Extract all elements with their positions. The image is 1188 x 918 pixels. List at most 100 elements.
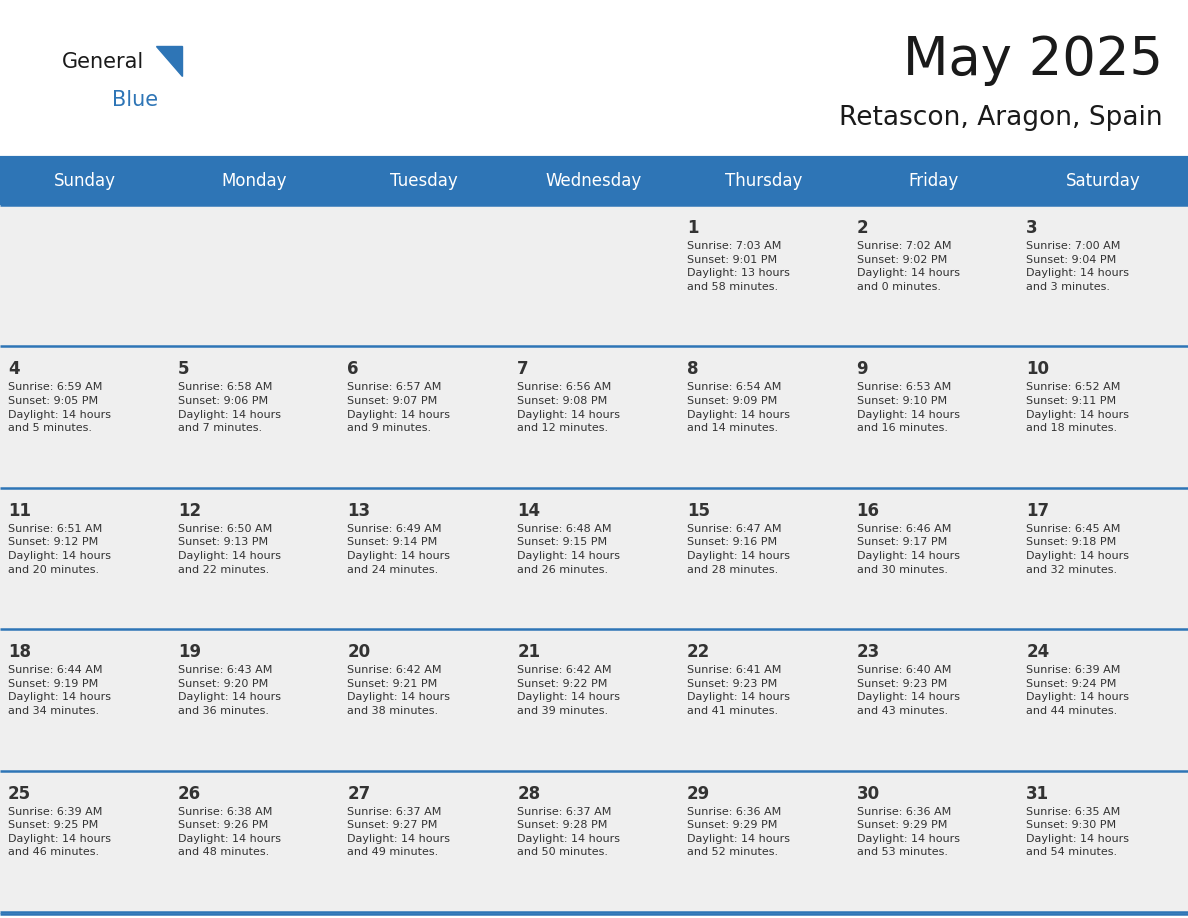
Text: Sunrise: 6:37 AM
Sunset: 9:27 PM
Daylight: 14 hours
and 49 minutes.: Sunrise: 6:37 AM Sunset: 9:27 PM Dayligh… — [347, 807, 450, 857]
Text: 23: 23 — [857, 644, 880, 661]
Text: 24: 24 — [1026, 644, 1049, 661]
Bar — [510, 158, 678, 205]
Text: Sunrise: 6:39 AM
Sunset: 9:25 PM
Daylight: 14 hours
and 46 minutes.: Sunrise: 6:39 AM Sunset: 9:25 PM Dayligh… — [8, 807, 110, 857]
Text: 20: 20 — [347, 644, 371, 661]
Bar — [170, 487, 340, 629]
Text: Sunrise: 6:56 AM
Sunset: 9:08 PM
Daylight: 14 hours
and 12 minutes.: Sunrise: 6:56 AM Sunset: 9:08 PM Dayligh… — [517, 383, 620, 433]
Text: Sunrise: 6:39 AM
Sunset: 9:24 PM
Daylight: 14 hours
and 44 minutes.: Sunrise: 6:39 AM Sunset: 9:24 PM Dayligh… — [1026, 666, 1130, 716]
Text: Sunrise: 6:42 AM
Sunset: 9:22 PM
Daylight: 14 hours
and 39 minutes.: Sunrise: 6:42 AM Sunset: 9:22 PM Dayligh… — [517, 666, 620, 716]
Text: May 2025: May 2025 — [903, 34, 1163, 86]
Text: Sunrise: 6:44 AM
Sunset: 9:19 PM
Daylight: 14 hours
and 34 minutes.: Sunrise: 6:44 AM Sunset: 9:19 PM Dayligh… — [8, 666, 110, 716]
Text: Wednesday: Wednesday — [545, 173, 643, 191]
Text: 13: 13 — [347, 502, 371, 520]
Text: Saturday: Saturday — [1066, 173, 1140, 191]
Bar — [510, 487, 678, 629]
Text: Sunrise: 6:47 AM
Sunset: 9:16 PM
Daylight: 14 hours
and 28 minutes.: Sunrise: 6:47 AM Sunset: 9:16 PM Dayligh… — [687, 524, 790, 575]
Text: Monday: Monday — [222, 173, 287, 191]
Bar — [0, 770, 170, 912]
Text: 19: 19 — [178, 644, 201, 661]
Text: 15: 15 — [687, 502, 710, 520]
Text: Sunrise: 6:49 AM
Sunset: 9:14 PM
Daylight: 14 hours
and 24 minutes.: Sunrise: 6:49 AM Sunset: 9:14 PM Dayligh… — [347, 524, 450, 575]
Bar — [340, 629, 510, 770]
Bar — [0, 346, 170, 487]
Bar — [848, 629, 1018, 770]
Text: Sunrise: 6:37 AM
Sunset: 9:28 PM
Daylight: 14 hours
and 50 minutes.: Sunrise: 6:37 AM Sunset: 9:28 PM Dayligh… — [517, 807, 620, 857]
Text: Sunrise: 6:50 AM
Sunset: 9:13 PM
Daylight: 14 hours
and 22 minutes.: Sunrise: 6:50 AM Sunset: 9:13 PM Dayligh… — [178, 524, 280, 575]
Text: 26: 26 — [178, 785, 201, 802]
Text: 27: 27 — [347, 785, 371, 802]
Bar — [340, 205, 510, 346]
Bar — [0, 158, 170, 205]
Text: Tuesday: Tuesday — [391, 173, 459, 191]
Text: Friday: Friday — [909, 173, 959, 191]
Text: 21: 21 — [517, 644, 541, 661]
Text: Sunrise: 7:02 AM
Sunset: 9:02 PM
Daylight: 14 hours
and 0 minutes.: Sunrise: 7:02 AM Sunset: 9:02 PM Dayligh… — [857, 241, 960, 292]
Text: Sunrise: 6:54 AM
Sunset: 9:09 PM
Daylight: 14 hours
and 14 minutes.: Sunrise: 6:54 AM Sunset: 9:09 PM Dayligh… — [687, 383, 790, 433]
Bar — [170, 770, 340, 912]
Bar — [510, 205, 678, 346]
Text: 17: 17 — [1026, 502, 1049, 520]
Text: Sunrise: 6:35 AM
Sunset: 9:30 PM
Daylight: 14 hours
and 54 minutes.: Sunrise: 6:35 AM Sunset: 9:30 PM Dayligh… — [1026, 807, 1130, 857]
Bar — [1018, 629, 1188, 770]
Bar — [678, 770, 848, 912]
Bar — [1018, 487, 1188, 629]
Bar — [340, 487, 510, 629]
Bar — [170, 629, 340, 770]
Text: Sunday: Sunday — [53, 173, 116, 191]
Bar — [848, 487, 1018, 629]
Text: Blue: Blue — [112, 90, 158, 110]
Bar — [0, 487, 170, 629]
Text: Sunrise: 6:48 AM
Sunset: 9:15 PM
Daylight: 14 hours
and 26 minutes.: Sunrise: 6:48 AM Sunset: 9:15 PM Dayligh… — [517, 524, 620, 575]
Text: Sunrise: 7:00 AM
Sunset: 9:04 PM
Daylight: 14 hours
and 3 minutes.: Sunrise: 7:00 AM Sunset: 9:04 PM Dayligh… — [1026, 241, 1130, 292]
Bar — [678, 629, 848, 770]
Text: Sunrise: 6:57 AM
Sunset: 9:07 PM
Daylight: 14 hours
and 9 minutes.: Sunrise: 6:57 AM Sunset: 9:07 PM Dayligh… — [347, 383, 450, 433]
Text: Sunrise: 7:03 AM
Sunset: 9:01 PM
Daylight: 13 hours
and 58 minutes.: Sunrise: 7:03 AM Sunset: 9:01 PM Dayligh… — [687, 241, 790, 292]
Bar — [510, 629, 678, 770]
Text: 29: 29 — [687, 785, 710, 802]
Text: 11: 11 — [8, 502, 31, 520]
Text: 2: 2 — [857, 219, 868, 237]
Bar — [1018, 205, 1188, 346]
Text: Sunrise: 6:42 AM
Sunset: 9:21 PM
Daylight: 14 hours
and 38 minutes.: Sunrise: 6:42 AM Sunset: 9:21 PM Dayligh… — [347, 666, 450, 716]
Bar — [170, 346, 340, 487]
Bar — [848, 205, 1018, 346]
Bar — [1018, 346, 1188, 487]
Text: Sunrise: 6:51 AM
Sunset: 9:12 PM
Daylight: 14 hours
and 20 minutes.: Sunrise: 6:51 AM Sunset: 9:12 PM Dayligh… — [8, 524, 110, 575]
Text: 3: 3 — [1026, 219, 1038, 237]
Text: Sunrise: 6:38 AM
Sunset: 9:26 PM
Daylight: 14 hours
and 48 minutes.: Sunrise: 6:38 AM Sunset: 9:26 PM Dayligh… — [178, 807, 280, 857]
Bar — [678, 158, 848, 205]
Polygon shape — [156, 46, 182, 76]
Text: 8: 8 — [687, 361, 699, 378]
Bar — [340, 346, 510, 487]
Text: 14: 14 — [517, 502, 541, 520]
Text: Sunrise: 6:36 AM
Sunset: 9:29 PM
Daylight: 14 hours
and 52 minutes.: Sunrise: 6:36 AM Sunset: 9:29 PM Dayligh… — [687, 807, 790, 857]
Text: 6: 6 — [347, 361, 359, 378]
Text: 31: 31 — [1026, 785, 1049, 802]
Text: Retascon, Aragon, Spain: Retascon, Aragon, Spain — [840, 105, 1163, 131]
Bar — [848, 770, 1018, 912]
Bar — [848, 346, 1018, 487]
Text: 30: 30 — [857, 785, 879, 802]
Text: Sunrise: 6:41 AM
Sunset: 9:23 PM
Daylight: 14 hours
and 41 minutes.: Sunrise: 6:41 AM Sunset: 9:23 PM Dayligh… — [687, 666, 790, 716]
Bar — [340, 158, 510, 205]
Text: Sunrise: 6:53 AM
Sunset: 9:10 PM
Daylight: 14 hours
and 16 minutes.: Sunrise: 6:53 AM Sunset: 9:10 PM Dayligh… — [857, 383, 960, 433]
Bar — [848, 158, 1018, 205]
Text: Sunrise: 6:43 AM
Sunset: 9:20 PM
Daylight: 14 hours
and 36 minutes.: Sunrise: 6:43 AM Sunset: 9:20 PM Dayligh… — [178, 666, 280, 716]
Bar — [0, 205, 170, 346]
Bar — [678, 346, 848, 487]
Bar — [170, 158, 340, 205]
Text: Sunrise: 6:58 AM
Sunset: 9:06 PM
Daylight: 14 hours
and 7 minutes.: Sunrise: 6:58 AM Sunset: 9:06 PM Dayligh… — [178, 383, 280, 433]
Text: 28: 28 — [517, 785, 541, 802]
Text: General: General — [62, 52, 144, 72]
Text: 10: 10 — [1026, 361, 1049, 378]
Bar — [510, 346, 678, 487]
Bar — [678, 487, 848, 629]
Text: 12: 12 — [178, 502, 201, 520]
Text: Thursday: Thursday — [725, 173, 802, 191]
Text: 7: 7 — [517, 361, 529, 378]
Text: Sunrise: 6:46 AM
Sunset: 9:17 PM
Daylight: 14 hours
and 30 minutes.: Sunrise: 6:46 AM Sunset: 9:17 PM Dayligh… — [857, 524, 960, 575]
Text: Sunrise: 6:40 AM
Sunset: 9:23 PM
Daylight: 14 hours
and 43 minutes.: Sunrise: 6:40 AM Sunset: 9:23 PM Dayligh… — [857, 666, 960, 716]
Bar — [340, 770, 510, 912]
Text: Sunrise: 6:52 AM
Sunset: 9:11 PM
Daylight: 14 hours
and 18 minutes.: Sunrise: 6:52 AM Sunset: 9:11 PM Dayligh… — [1026, 383, 1130, 433]
Text: 4: 4 — [8, 361, 20, 378]
